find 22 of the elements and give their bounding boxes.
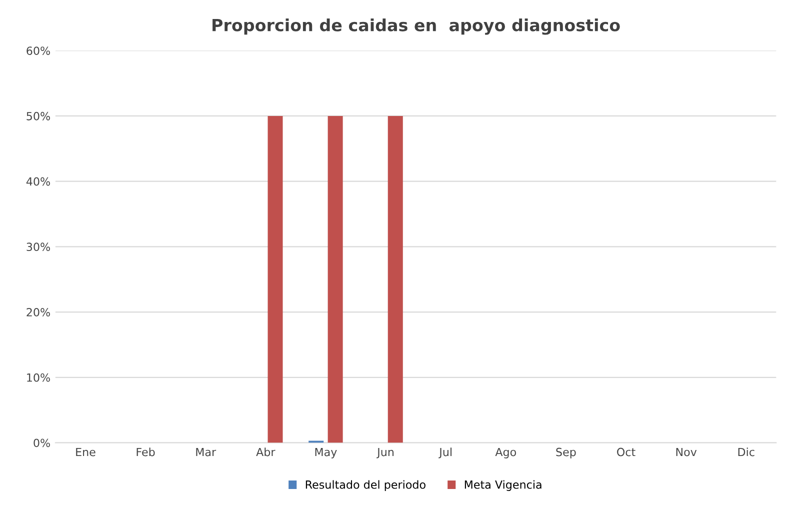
legend-label: Resultado del periodo [306,480,426,491]
y-tick-label: 10% [27,373,50,382]
x-tick-label: Dic [738,448,754,456]
y-tick-label: 20% [26,308,50,316]
y-tick-label: 30% [26,242,50,252]
x-tick-label: Abr [256,448,276,456]
y-tick-label: 60% [26,46,50,55]
legend-label: Meta Vigencia [464,480,542,491]
chart-title: Proporcion de caidas en apoyo diagnostico [212,18,620,35]
x-tick-label: Jul [438,448,452,458]
x-tick-label: Nov [676,448,697,456]
x-tick-label: Ago [495,448,516,458]
y-tick-label: 40% [26,177,50,186]
x-tick-label: Sep [556,448,576,458]
y-tick-label: 50% [26,112,50,120]
x-tick-label: May [315,448,337,458]
x-tick-label: Oct [617,448,636,456]
x-tick-label: Mar [196,448,216,456]
x-tick-label: Ene [76,448,96,456]
y-tick-label: 0% [34,438,50,448]
x-tick-label: Jun [376,448,394,458]
x-tick-label: Feb [136,448,155,456]
